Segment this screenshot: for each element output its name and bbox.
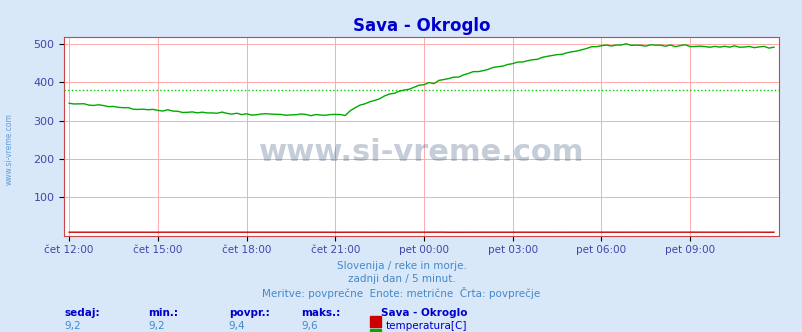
Text: www.si-vreme.com: www.si-vreme.com xyxy=(5,114,14,185)
Text: 9,6: 9,6 xyxy=(301,321,318,331)
Text: 9,4: 9,4 xyxy=(229,321,245,331)
Text: povpr.:: povpr.: xyxy=(229,308,269,318)
Text: maks.:: maks.: xyxy=(301,308,340,318)
Text: Sava - Okroglo: Sava - Okroglo xyxy=(381,308,468,318)
Text: 9,2: 9,2 xyxy=(148,321,165,331)
Text: Slovenija / reke in morje.: Slovenija / reke in morje. xyxy=(336,261,466,271)
Title: Sava - Okroglo: Sava - Okroglo xyxy=(352,17,490,35)
Text: www.si-vreme.com: www.si-vreme.com xyxy=(258,137,584,167)
Text: zadnji dan / 5 minut.: zadnji dan / 5 minut. xyxy=(347,274,455,284)
Text: Meritve: povprečne  Enote: metrične  Črta: povprečje: Meritve: povprečne Enote: metrične Črta:… xyxy=(262,287,540,299)
Text: 9,2: 9,2 xyxy=(64,321,81,331)
Text: temperatura[C]: temperatura[C] xyxy=(385,321,466,331)
Text: min.:: min.: xyxy=(148,308,178,318)
Text: sedaj:: sedaj: xyxy=(64,308,99,318)
